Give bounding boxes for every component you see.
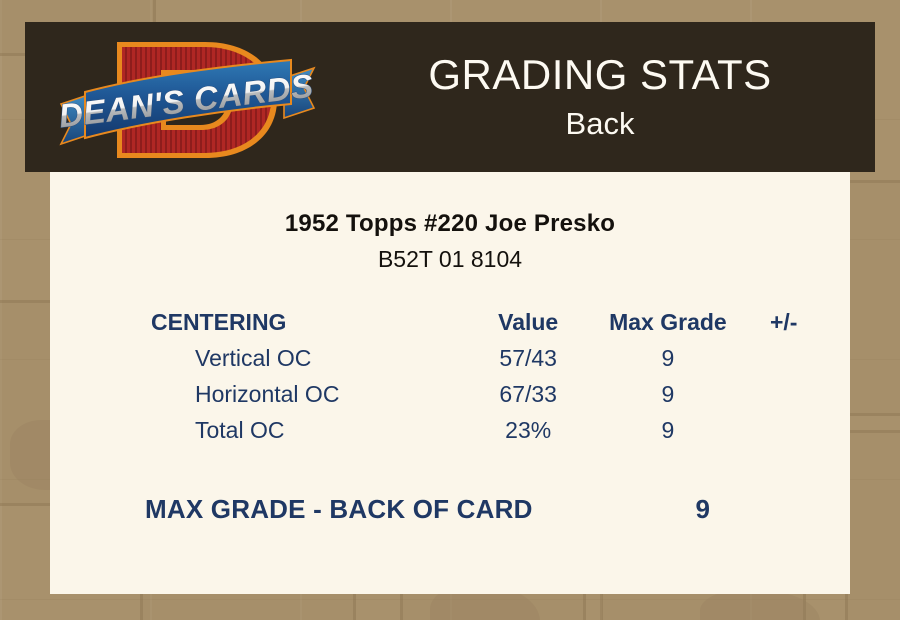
header-bar: DEAN'S CARDS GRADING STATS Back bbox=[25, 22, 875, 172]
cell-label: Total OC bbox=[195, 417, 285, 443]
table-row: Vertical OC 57/43 9 bbox=[145, 340, 825, 376]
column-header-max-grade: Max Grade bbox=[609, 309, 727, 335]
cell-label: Vertical OC bbox=[195, 345, 312, 371]
table-header-row: CENTERING Value Max Grade +/- bbox=[145, 304, 825, 340]
cell-label: Horizontal OC bbox=[195, 381, 340, 407]
table-row: Total OC 23% 9 bbox=[145, 412, 825, 448]
column-header-value: Value bbox=[498, 309, 559, 335]
page-title: GRADING STATS bbox=[428, 51, 772, 98]
deans-cards-logo[interactable]: DEAN'S CARDS bbox=[55, 30, 320, 170]
background-card-decor bbox=[845, 430, 900, 620]
cell-value: 23% bbox=[505, 417, 552, 443]
column-header-plus-minus: +/- bbox=[769, 309, 798, 335]
cell-max-grade: 9 bbox=[661, 417, 675, 443]
centering-stats-table: CENTERING Value Max Grade +/- Vertical O… bbox=[145, 304, 825, 448]
card-name: 1952 Topps #220 Joe Presko bbox=[284, 210, 616, 237]
cell-value: 57/43 bbox=[499, 345, 557, 371]
header-title-group: GRADING STATS Back bbox=[325, 22, 875, 172]
cell-value: 67/33 bbox=[499, 381, 557, 407]
card-code: B52T 01 8104 bbox=[377, 246, 523, 272]
cell-max-grade: 9 bbox=[661, 345, 675, 371]
cell-max-grade: 9 bbox=[661, 381, 675, 407]
page-subtitle: Back bbox=[565, 106, 635, 141]
max-grade-summary: MAX GRADE - BACK OF CARD 9 bbox=[145, 494, 825, 525]
content-panel: 1952 Topps #220 Joe Presko B52T 01 8104 … bbox=[50, 172, 850, 594]
max-grade-value: 9 bbox=[695, 494, 710, 524]
cell-plus-minus bbox=[742, 340, 825, 376]
cell-plus-minus bbox=[742, 412, 825, 448]
column-header-category: CENTERING bbox=[151, 309, 287, 335]
table-row: Horizontal OC 67/33 9 bbox=[145, 376, 825, 412]
cell-plus-minus bbox=[742, 376, 825, 412]
max-grade-label: MAX GRADE - BACK OF CARD bbox=[145, 494, 533, 524]
